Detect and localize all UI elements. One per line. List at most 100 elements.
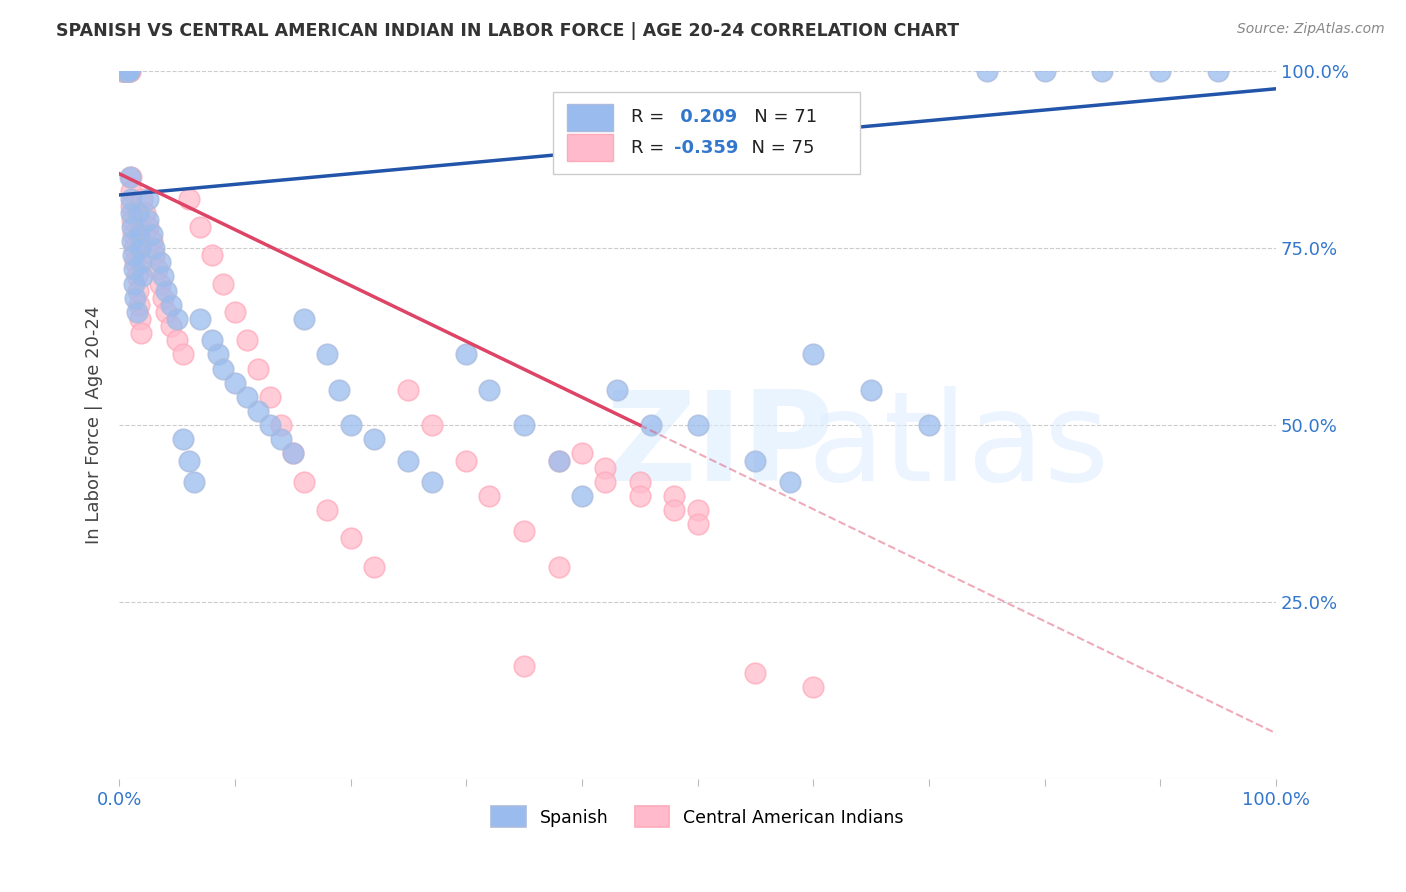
Point xyxy=(247,404,270,418)
Point xyxy=(121,212,143,227)
Point xyxy=(149,255,172,269)
Point xyxy=(120,192,142,206)
Point xyxy=(117,64,139,78)
Point xyxy=(686,503,709,517)
Point xyxy=(547,453,569,467)
Point xyxy=(801,347,824,361)
Point xyxy=(115,64,138,78)
Point xyxy=(172,347,194,361)
Point xyxy=(115,64,138,78)
Point xyxy=(112,64,135,78)
Text: N = 71: N = 71 xyxy=(737,108,817,126)
Point xyxy=(114,64,136,78)
Point xyxy=(124,291,146,305)
Point xyxy=(188,219,211,234)
Point xyxy=(339,532,361,546)
Text: Source: ZipAtlas.com: Source: ZipAtlas.com xyxy=(1237,22,1385,37)
Point xyxy=(129,241,152,255)
Point xyxy=(363,559,385,574)
Point xyxy=(117,64,139,78)
Text: SPANISH VS CENTRAL AMERICAN INDIAN IN LABOR FORCE | AGE 20-24 CORRELATION CHART: SPANISH VS CENTRAL AMERICAN INDIAN IN LA… xyxy=(56,22,959,40)
Point xyxy=(270,433,292,447)
Point xyxy=(117,64,139,78)
Point xyxy=(141,227,163,241)
Point xyxy=(918,418,941,433)
Point xyxy=(117,64,139,78)
Point xyxy=(1091,64,1114,78)
Point xyxy=(129,326,152,340)
Point xyxy=(115,64,138,78)
Point xyxy=(628,489,651,503)
Point xyxy=(110,64,132,78)
Point xyxy=(235,333,257,347)
Point xyxy=(292,312,315,326)
Point xyxy=(593,475,616,489)
Point xyxy=(398,453,420,467)
Point xyxy=(664,503,686,517)
Point xyxy=(124,277,146,291)
Text: R =: R = xyxy=(630,138,669,157)
Point xyxy=(143,248,166,262)
FancyBboxPatch shape xyxy=(567,134,613,161)
Point xyxy=(127,284,149,298)
Point xyxy=(114,64,136,78)
Point xyxy=(292,475,315,489)
Point xyxy=(111,64,134,78)
Point xyxy=(125,269,148,284)
Point xyxy=(124,262,146,277)
Point xyxy=(143,241,166,255)
Point xyxy=(316,347,339,361)
Point xyxy=(155,284,177,298)
Point xyxy=(128,298,150,312)
Text: N = 75: N = 75 xyxy=(741,138,815,157)
Point xyxy=(478,383,501,397)
Point xyxy=(155,305,177,319)
Point xyxy=(207,347,229,361)
Point xyxy=(114,64,136,78)
Point xyxy=(117,64,139,78)
Point xyxy=(149,277,172,291)
Point xyxy=(128,227,150,241)
Point xyxy=(224,305,246,319)
Point xyxy=(160,298,183,312)
Point xyxy=(117,64,139,78)
Point xyxy=(188,312,211,326)
Text: ZIP: ZIP xyxy=(605,386,834,507)
Text: 0.209: 0.209 xyxy=(675,108,738,126)
Point xyxy=(478,489,501,503)
Point xyxy=(121,234,143,248)
Point xyxy=(122,248,145,262)
Point xyxy=(141,234,163,248)
Point xyxy=(235,390,257,404)
Point xyxy=(111,64,134,78)
Point xyxy=(131,192,153,206)
Point xyxy=(686,517,709,532)
Point xyxy=(183,475,205,489)
Point xyxy=(136,219,159,234)
Point xyxy=(118,64,141,78)
Point xyxy=(118,64,141,78)
Point xyxy=(664,489,686,503)
Point xyxy=(1033,64,1056,78)
Point xyxy=(456,453,478,467)
Point xyxy=(124,255,146,269)
Point xyxy=(571,446,593,460)
Point xyxy=(152,291,174,305)
Point xyxy=(281,446,304,460)
Point xyxy=(571,489,593,503)
Point xyxy=(177,453,200,467)
Point xyxy=(547,559,569,574)
Point xyxy=(801,680,824,694)
Point xyxy=(120,205,142,219)
Point xyxy=(129,255,152,269)
Point xyxy=(122,227,145,241)
Point xyxy=(177,192,200,206)
Point xyxy=(1149,64,1171,78)
Point xyxy=(860,383,883,397)
Point xyxy=(339,418,361,433)
Point xyxy=(166,333,188,347)
Point xyxy=(328,383,350,397)
Point xyxy=(201,248,224,262)
Point xyxy=(172,433,194,447)
Point xyxy=(593,460,616,475)
